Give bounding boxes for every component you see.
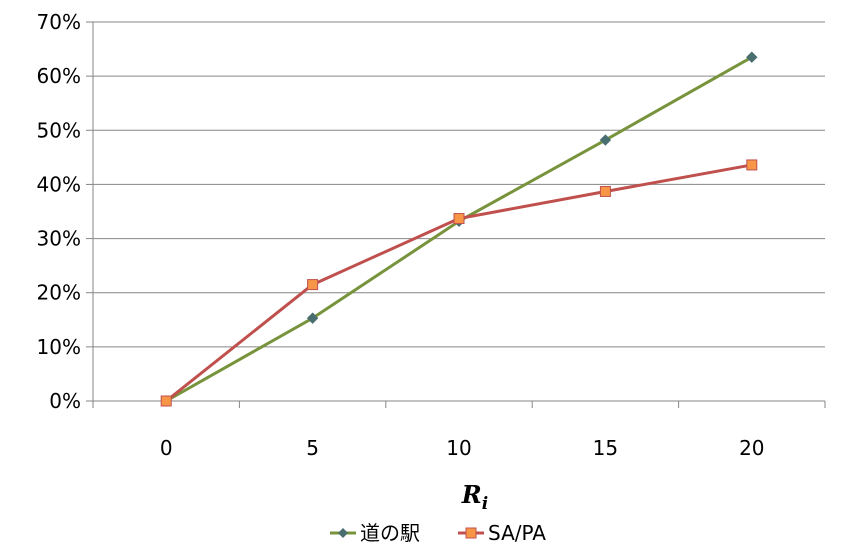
tick-labels: 0% 10% 20% 30% 40% 50% 60% 70% 0 5 10 15 20 — [37, 10, 765, 460]
y-tick-label: 0% — [49, 389, 81, 413]
y-tick-label: 50% — [37, 118, 81, 142]
series-line — [165, 55, 753, 403]
legend-marker — [465, 527, 477, 539]
legend-entry: 道の駅 — [330, 521, 420, 545]
axes — [86, 21, 826, 408]
x-tick-label: 20 — [739, 436, 764, 460]
x-axis-title-main: R — [461, 480, 482, 509]
x-tick-label: 10 — [446, 436, 471, 460]
grid — [93, 21, 825, 348]
series-line — [165, 163, 753, 403]
data-point-diamond — [306, 312, 319, 324]
y-tick-label: 20% — [37, 281, 81, 305]
legend-entry: SA/PA — [458, 521, 546, 545]
x-tick-label: 5 — [306, 436, 319, 460]
data-point-square — [307, 279, 319, 291]
data-point-square — [160, 395, 172, 407]
y-tick-label: 60% — [37, 64, 81, 88]
y-tick-label: 40% — [37, 172, 81, 196]
legend-label: 道の駅 — [360, 521, 420, 545]
data-point-diamond — [746, 51, 758, 63]
y-tick-label: 70% — [37, 10, 81, 34]
y-tick-label: 30% — [37, 227, 81, 251]
legend-marker — [338, 528, 348, 538]
x-tick-label: 15 — [593, 436, 618, 460]
series — [160, 51, 758, 407]
data-point-square — [746, 159, 758, 171]
legend: 道の駅 SA/PA — [330, 521, 546, 545]
y-tick-label: 10% — [37, 335, 81, 359]
x-axis-title: Ri — [461, 480, 488, 514]
x-tick-label: 0 — [160, 436, 173, 460]
data-point-diamond — [599, 134, 612, 146]
x-axis-title-subscript: i — [482, 494, 488, 514]
data-point-square — [453, 213, 465, 225]
legend-label: SA/PA — [488, 521, 546, 545]
data-point-square — [599, 185, 611, 197]
